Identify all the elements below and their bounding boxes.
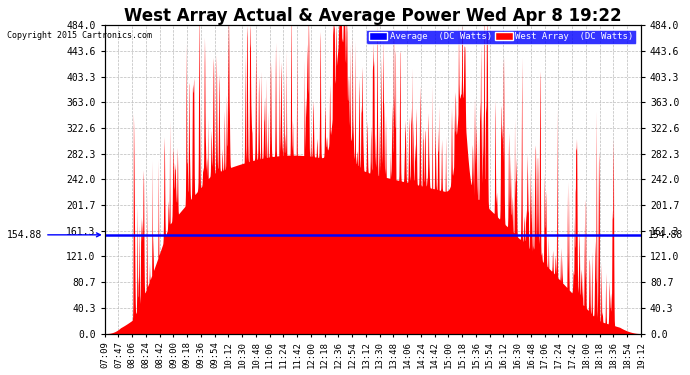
- Text: Copyright 2015 Cartronics.com: Copyright 2015 Cartronics.com: [7, 30, 152, 39]
- Text: 154.88: 154.88: [648, 230, 683, 240]
- Title: West Array Actual & Average Power Wed Apr 8 19:22: West Array Actual & Average Power Wed Ap…: [124, 7, 622, 25]
- Text: 154.88: 154.88: [7, 230, 100, 240]
- Legend: Average  (DC Watts), West Array  (DC Watts): Average (DC Watts), West Array (DC Watts…: [366, 30, 636, 44]
